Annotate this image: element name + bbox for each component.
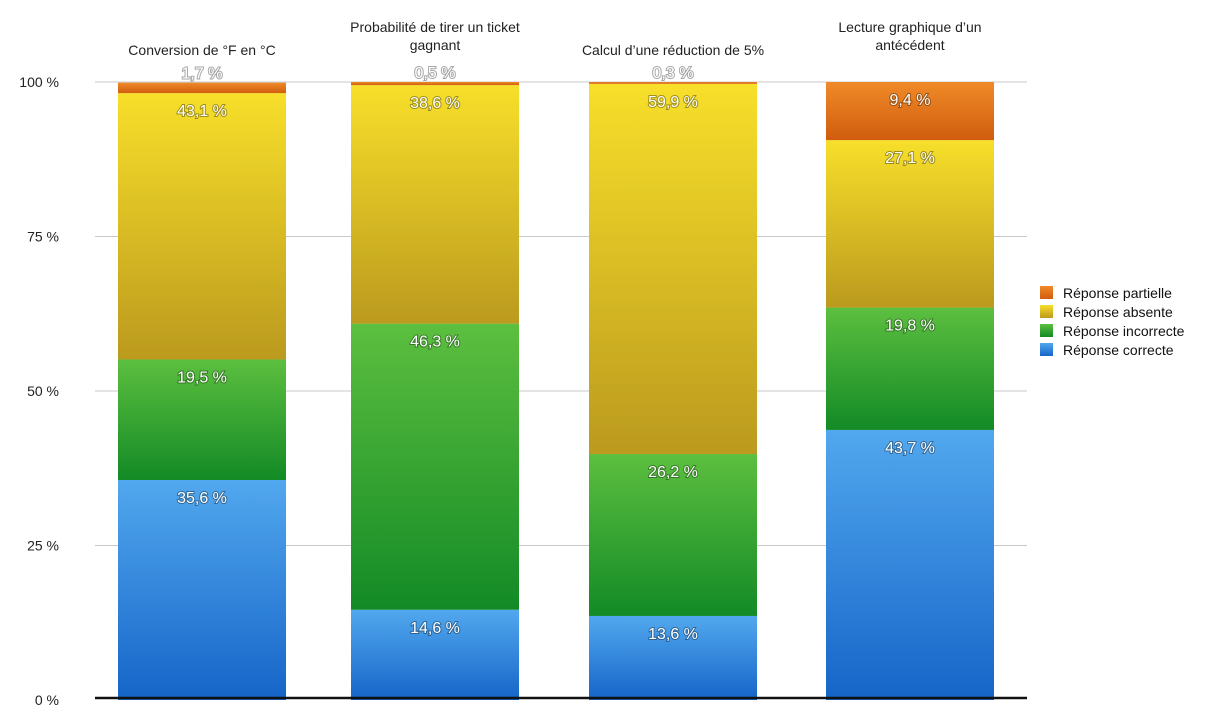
y-tick-label: 0 % [35,692,59,706]
category-label: Probabilité de tirer un ticket [350,19,520,35]
legend-swatch [1040,343,1053,356]
bar-segment [826,140,994,308]
data-label: 43,7 % [885,440,935,457]
legend-label: Réponse partielle [1063,285,1172,301]
bar-segment [118,479,286,700]
data-label: 46,3 % [410,334,460,351]
data-label: 19,8 % [885,318,935,335]
data-label: 13,6 % [648,626,698,643]
legend-swatch [1040,305,1053,318]
y-tick-label: 75 % [27,229,59,245]
bar-segment [826,82,994,141]
y-tick-label: 100 % [19,74,59,90]
bar-segment [589,82,757,84]
bar-segment [351,82,519,86]
data-label: 26,2 % [648,464,698,481]
bar-segment [118,359,286,480]
data-label: 27,1 % [885,150,935,167]
bar-segment [351,609,519,700]
bar-segment [351,85,519,324]
data-label: 38,6 % [410,95,460,112]
category-label: Conversion de °F en °C [128,42,275,58]
legend-swatch [1040,286,1053,299]
bar-segment [118,93,286,360]
data-label: 0,5 % [415,65,456,82]
bar-segment [118,82,286,94]
legend-label: Réponse incorrecte [1063,323,1185,339]
bar-segment [589,83,757,455]
data-label: 19,5 % [177,369,227,386]
bar-segment [589,615,757,700]
bar-segment [351,323,519,610]
legend-label: Réponse absente [1063,304,1173,320]
bar-segment [826,429,994,700]
y-tick-label: 25 % [27,538,59,554]
legend-swatch [1040,324,1053,337]
data-label: 9,4 % [890,92,931,109]
category-label: Lecture graphique d’un [838,19,981,35]
category-label: Calcul d’une réduction de 5% [582,42,764,58]
data-label: 59,9 % [648,94,698,111]
bar-segment [826,307,994,430]
category-label: gagnant [410,37,461,53]
bar-segment [589,454,757,616]
category-label: antécédent [875,37,944,53]
data-label: 0,3 % [653,65,694,82]
legend-label: Réponse correcte [1063,342,1174,358]
data-label: 35,6 % [177,490,227,507]
data-label: 43,1 % [177,103,227,120]
data-label: 1,7 % [182,66,223,83]
y-tick-label: 50 % [27,383,59,399]
data-label: 14,6 % [410,620,460,637]
